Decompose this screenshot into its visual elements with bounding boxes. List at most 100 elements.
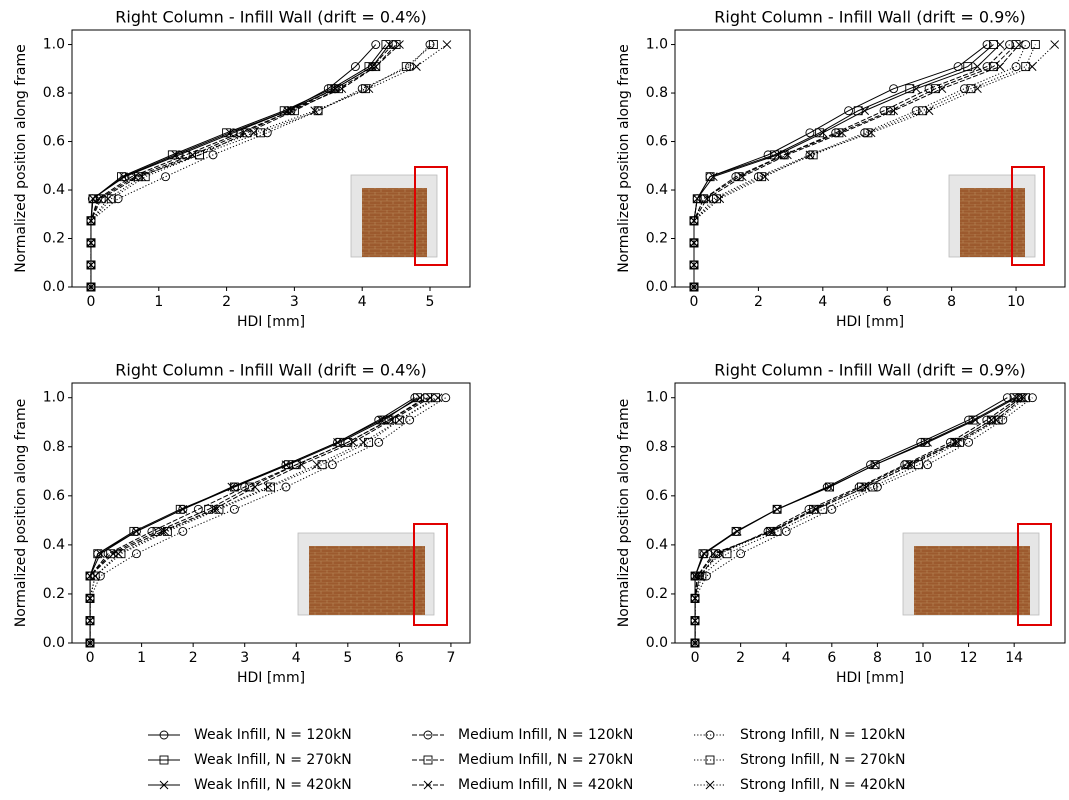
inset-highlight [1017,523,1052,626]
marker [371,62,381,71]
marker [106,549,116,559]
x-tick-label: 4 [818,294,827,310]
x-axis-label: HDI [mm] [237,314,305,330]
marker [765,526,775,536]
marker [428,40,438,49]
marker [1021,62,1031,72]
series [690,393,1026,648]
marker [442,40,452,49]
x-tick-label: 0 [86,650,95,666]
x-tick-label: 4 [292,650,301,666]
marker [689,260,699,270]
marker [214,504,224,514]
x-tick-label: 10 [1007,294,1025,310]
x-tick-label: 8 [873,650,882,666]
marker [715,549,725,559]
marker [995,40,1005,49]
marker [692,571,702,581]
marker [692,194,702,204]
marker [690,594,700,603]
y-axis-label: Normalized position along frame [13,44,29,273]
x-tick-label: 8 [947,294,956,310]
marker [982,62,992,72]
marker [781,526,791,536]
marker [931,84,940,94]
marker [85,571,95,581]
marker [157,527,167,536]
marker [998,415,1008,425]
marker [825,482,834,492]
marker [923,438,932,447]
y-axis-label: Normalized position along frame [13,399,29,628]
marker [256,128,265,138]
marker [395,415,404,425]
marker [147,526,157,536]
marker [119,172,128,182]
marker [250,482,260,492]
marker [689,216,699,226]
x-tick-label: 4 [782,650,791,666]
marker [317,460,327,470]
x-tick-label: 7 [446,650,455,666]
x-tick-label: 0 [691,650,700,666]
marker [924,106,934,116]
marker [689,238,699,248]
marker [281,482,291,492]
marker [1016,393,1026,403]
x-tick-label: 1 [137,650,146,666]
marker [394,415,404,425]
marker [358,438,368,447]
marker [130,172,140,182]
marker [85,593,95,603]
marker [737,172,747,182]
marker [371,40,381,49]
axes-frame [71,29,471,288]
marker [1030,40,1040,49]
marker [808,150,818,160]
series [86,40,381,292]
marker [291,460,301,470]
marker [924,84,934,94]
marker [188,150,198,160]
series-line [693,44,988,287]
marker [86,216,96,226]
marker [132,527,141,536]
marker [350,62,360,72]
marker [712,194,721,204]
marker [695,571,704,581]
marker [923,460,933,470]
marker [1005,40,1015,49]
marker [763,150,773,160]
marker [768,527,777,536]
marker [160,527,170,536]
x-tick-label: 1 [154,294,163,310]
marker [886,106,895,116]
marker [1011,62,1021,72]
marker [94,194,104,204]
x-axis-label: HDI [mm] [237,670,305,686]
marker [904,460,914,470]
y-axis-label: Normalized position along frame [616,44,632,273]
legend-label: Strong Infill, N = 420kN [740,777,906,793]
series-line [89,397,447,643]
series-line [89,397,439,643]
series-line [90,44,397,287]
marker [209,504,219,514]
inset-highlight [413,523,448,626]
x-tick-label: 4 [358,294,367,310]
marker [971,415,980,425]
x-tick-label: 2 [222,294,231,310]
series-line [693,44,1056,287]
marker [783,150,792,160]
axes-frame [674,29,1066,288]
marker [181,150,191,160]
marker [699,549,709,559]
marker [772,504,782,514]
y-tick-label: 1.0 [43,390,65,406]
marker [343,437,353,447]
x-tick-label: 10 [914,650,932,666]
marker [96,549,105,559]
marker [363,437,373,447]
series-line [90,44,394,287]
legend-label: Weak Infill, N = 270kN [194,752,352,768]
